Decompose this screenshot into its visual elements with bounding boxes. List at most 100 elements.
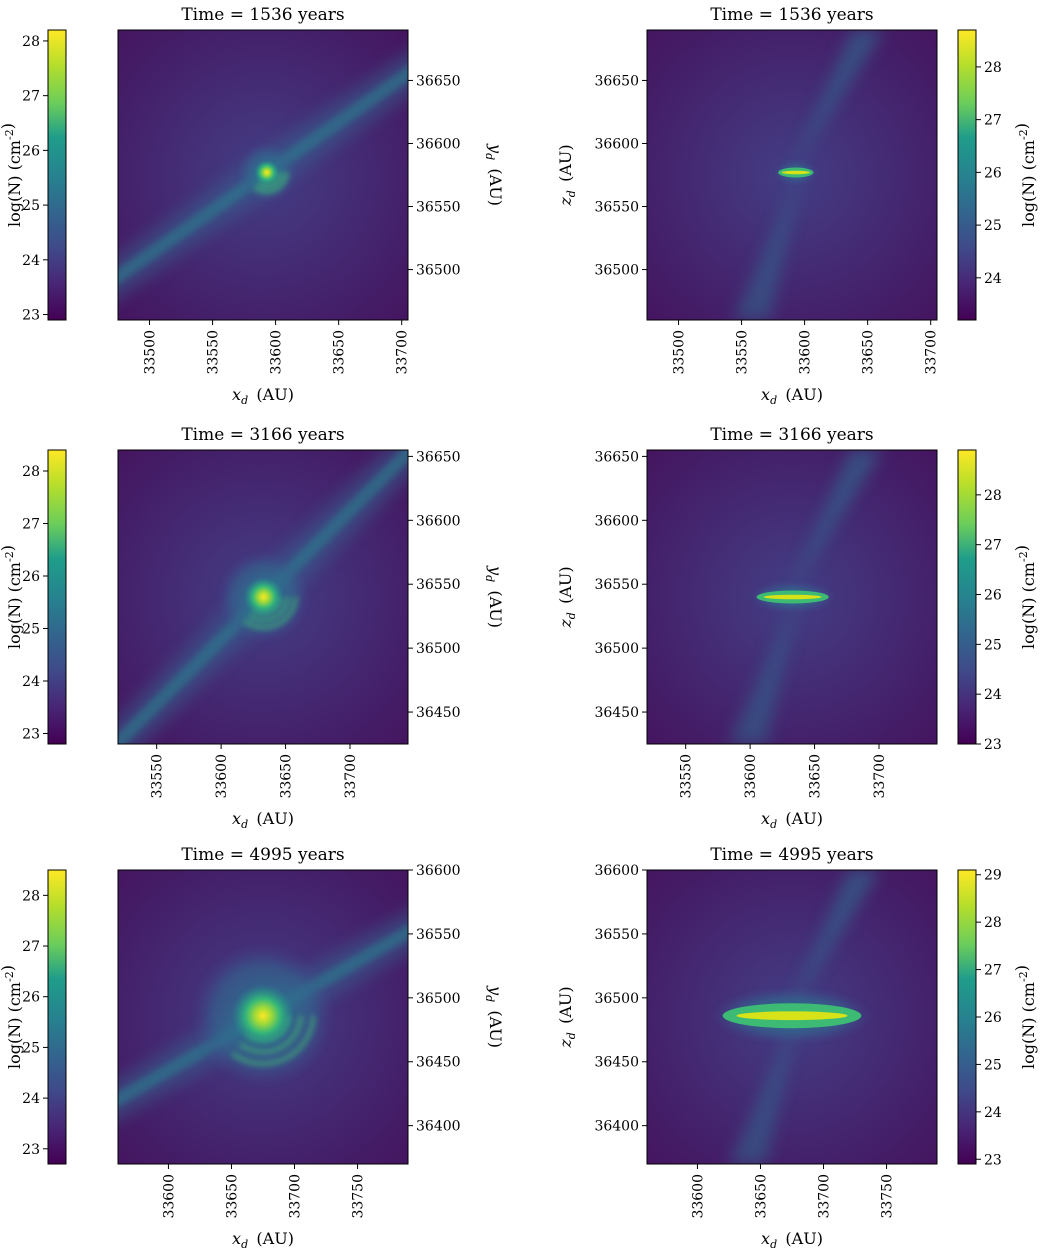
x-axis-label: xd (AU) — [232, 1229, 294, 1251]
x-axis-label: xd (AU) — [761, 1229, 823, 1251]
y-tick-label: 36500 — [594, 641, 639, 657]
x-tick-label: 33600 — [269, 330, 285, 375]
spiral-arm — [231, 1015, 316, 1066]
y-tick-label: 36450 — [416, 1055, 461, 1071]
panel-3: Time = 3166 years 33550 33600 33650 33700 xd … — [0, 425, 505, 831]
heatmap-image — [118, 870, 408, 1164]
colorbar-gradient — [47, 869, 67, 1165]
x-axis-label: xd (AU) — [232, 809, 294, 831]
y-tick-label: 36550 — [416, 577, 461, 593]
x-tick-label: 33550 — [206, 330, 222, 375]
plot-frame — [117, 869, 409, 1165]
colorbar-tick-label: 27 — [22, 517, 40, 533]
y-axis-label: yd (AU) — [483, 985, 505, 1048]
colorbar-tick-label: 29 — [984, 868, 1002, 884]
y-tick-label: 36500 — [416, 263, 461, 279]
colorbar-gradient — [957, 29, 977, 321]
x-tick-label: 33700 — [924, 330, 940, 375]
panel-4: Time = 3166 years 33550 33600 33650 33700 xd … — [556, 425, 1038, 831]
heatmap-image — [647, 870, 937, 1164]
x-tick-label: 33700 — [817, 1174, 833, 1219]
y-tick-label: 36650 — [416, 73, 461, 89]
x-axis-label: xd (AU) — [232, 385, 294, 407]
colorbar-gradient — [47, 29, 67, 321]
colorbar-tick-label: 25 — [22, 198, 40, 214]
y-tick-label: 36550 — [594, 200, 639, 216]
y-tick-label: 36550 — [594, 577, 639, 593]
spiral-arm — [239, 1015, 303, 1054]
x-tick-label: 33500 — [143, 330, 159, 375]
heatmap-image — [118, 30, 408, 320]
y-tick-label: 36650 — [594, 449, 639, 465]
outflow-streams — [728, 450, 883, 744]
x-tick-label: 33550 — [735, 330, 751, 375]
y-tick-label: 36650 — [416, 449, 461, 465]
colorbar-label: log(N) (cm-2) — [0, 965, 24, 1069]
colorbar-tick-label: 24 — [22, 253, 40, 269]
colorbar-tick-label: 28 — [984, 60, 1002, 76]
colorbar-label: log(N) (cm-2) — [0, 123, 24, 227]
spiral-arm — [253, 172, 289, 194]
y-tick-label: 36450 — [416, 705, 461, 721]
x-tick-label: 33550 — [679, 754, 695, 799]
y-axis-label: zd (AU) — [556, 986, 578, 1048]
colorbar-tick-label: 28 — [984, 488, 1002, 504]
y-tick-label: 36650 — [594, 73, 639, 89]
y-tick-label: 36500 — [416, 641, 461, 657]
y-axis-label: yd (AU) — [483, 143, 505, 206]
colorbar-tick-label: 26 — [984, 588, 1002, 604]
colorbar-tick-label: 25 — [984, 1057, 1002, 1073]
colorbar-tick-label: 28 — [22, 888, 40, 904]
x-tick-label: 33650 — [808, 754, 824, 799]
colorbar: 23 24 25 26 27 28 log(N) (cm-2) — [0, 869, 67, 1165]
panel-6: Time = 4995 years 33600 33650 33700 33750 xd … — [556, 845, 1038, 1251]
x-tick-label: 33700 — [872, 754, 888, 799]
x-tick-label: 33750 — [351, 1174, 367, 1219]
colorbar-tick-label: 23 — [22, 727, 40, 743]
y-axis-label: yd (AU) — [483, 565, 505, 628]
x-tick-label: 33600 — [161, 1174, 177, 1219]
y-tick-label: 36400 — [594, 1119, 639, 1135]
x-tick-label: 33600 — [214, 754, 230, 799]
colorbar-tick-label: 28 — [22, 464, 40, 480]
y-axis-label: zd (AU) — [556, 144, 578, 206]
panel-title: Time = 3166 years — [710, 425, 873, 445]
y-axis-label: zd (AU) — [556, 566, 578, 628]
colorbar-tick-label: 24 — [984, 271, 1002, 287]
colorbar-tick-label: 26 — [984, 165, 1002, 181]
colorbar-tick-label: 24 — [984, 687, 1002, 703]
y-tick-label: 36550 — [416, 927, 461, 943]
x-tick-label: 33700 — [343, 754, 359, 799]
disk-midplane — [781, 170, 810, 175]
x-tick-label: 33600 — [690, 1174, 706, 1219]
y-tick-label: 36550 — [416, 200, 461, 216]
plot-frame — [117, 449, 409, 745]
x-tick-label: 33650 — [753, 1174, 769, 1219]
spiral-arm — [243, 596, 298, 630]
colorbar-tick-label: 28 — [22, 34, 40, 50]
colorbar-tick-label: 28 — [984, 915, 1002, 931]
colorbar: 24 25 26 27 28 log(N) (cm-2) — [957, 29, 1038, 321]
spiral-arm — [256, 172, 284, 189]
colorbar-tick-label: 24 — [22, 1091, 40, 1107]
colorbar-label: log(N) (cm-2) — [1012, 123, 1038, 227]
colorbar-tick-label: 27 — [22, 89, 40, 105]
x-tick-label: 33650 — [332, 330, 348, 375]
heatmap-image — [647, 450, 937, 744]
x-tick-label: 33700 — [395, 330, 411, 375]
colorbar-gradient — [957, 449, 977, 745]
colorbar-label: log(N) (cm-2) — [1012, 965, 1038, 1069]
x-axis-label: xd (AU) — [761, 809, 823, 831]
panel-title: Time = 4995 years — [181, 845, 344, 865]
colorbar: 23 24 25 26 27 28 log(N) (cm-2) — [0, 29, 67, 324]
protostar-core — [254, 159, 280, 185]
x-axis-label: xd (AU) — [761, 385, 823, 407]
colorbar-tick-label: 25 — [984, 218, 1002, 234]
y-tick-label: 36600 — [416, 136, 461, 152]
colorbar-tick-label: 27 — [984, 538, 1002, 554]
plot-frame — [646, 449, 938, 745]
y-tick-label: 36450 — [594, 705, 639, 721]
y-tick-label: 36600 — [594, 863, 639, 879]
y-tick-label: 36500 — [594, 263, 639, 279]
